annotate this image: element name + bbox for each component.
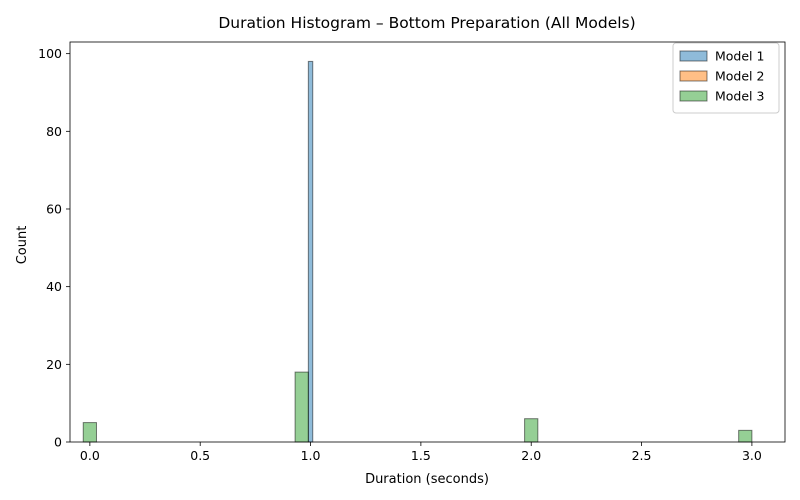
legend-swatch-model-1 [679, 50, 708, 62]
x-tick-label: 0.0 [80, 448, 100, 463]
legend-label: Model 3 [715, 89, 764, 104]
y-tick-label: 60 [46, 201, 62, 216]
x-tick-label: 2.5 [632, 448, 652, 463]
axes: 0.0 0.5 1.0 1.5 2.0 2.5 3.0 0 20 40 60 80 100 [38, 41, 786, 463]
bar-model-3-0 [82, 422, 97, 443]
bar-model-3-3 [738, 429, 753, 443]
legend: Model 1 Model 2 Model 3 [672, 42, 780, 114]
x-axis-title: Duration (seconds) [365, 472, 489, 487]
legend-swatch-model-2 [679, 70, 708, 82]
bar-model-1-0 [307, 60, 314, 443]
y-axis-title: Count [15, 226, 30, 265]
x-tick-label: 2.0 [521, 448, 541, 463]
y-tick-label: 20 [46, 357, 62, 372]
x-tick-label: 1.5 [411, 448, 431, 463]
legend-label: Model 2 [715, 69, 764, 84]
chart-title: Duration Histogram – Bottom Preparation … [218, 14, 635, 32]
plot-area [82, 60, 753, 443]
x-tick-label: 1.0 [301, 448, 321, 463]
y-tick-label: 0 [54, 435, 62, 450]
y-tick-label: 80 [46, 124, 62, 139]
legend-label: Model 1 [715, 49, 764, 64]
bar-model-3-1 [294, 371, 309, 443]
y-tick-label: 100 [38, 46, 62, 61]
bar-model-3-2 [524, 418, 539, 443]
x-tick-label: 3.0 [742, 448, 762, 463]
y-tick-label: 40 [46, 279, 62, 294]
legend-swatch-model-3 [679, 90, 708, 102]
axes-frame [69, 41, 786, 443]
x-tick-label: 0.5 [190, 448, 210, 463]
